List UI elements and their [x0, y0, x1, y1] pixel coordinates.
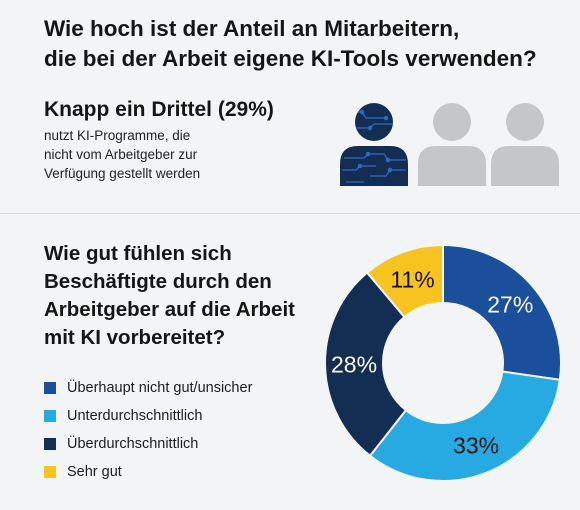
- stat-description-line: nutzt KI-Programme, die: [44, 128, 191, 143]
- slice-ueberdurchschnittlich: [324, 271, 408, 458]
- question-1-title: Wie hoch ist der Anteil an Mitarbeitern,…: [44, 14, 564, 74]
- legend-swatch: [44, 466, 56, 478]
- question-2-title: Wie gut fühlen sich Beschäftigte durch d…: [44, 240, 334, 352]
- person-icon: [418, 103, 486, 186]
- question-2-line: Beschäftigte durch den: [44, 270, 272, 293]
- data-label: 11%: [390, 266, 434, 292]
- stat-description-line: Verfügung gestellt werden: [44, 166, 201, 181]
- data-label: 27%: [487, 292, 533, 318]
- stat-headline: Knapp ein Drittel (29%): [44, 98, 274, 121]
- legend-label: Überdurchschnittlich: [67, 436, 199, 452]
- slice-unterdurchschnittlich: [368, 370, 561, 482]
- donut-chart: 27% 33% 28% 11%: [324, 243, 562, 482]
- question-1-line: die bei der Arbeit eigene KI-Tools verwe…: [44, 46, 537, 71]
- legend-label: Überhaupt nicht gut/unsicher: [67, 380, 253, 396]
- legend-swatch: [44, 382, 56, 394]
- legend-label: Sehr gut: [67, 464, 122, 480]
- legend-item: Überhaupt nicht gut/unsicher: [44, 374, 252, 402]
- stat-description: nutzt KI-Programme, die nicht vom Arbeit…: [44, 126, 284, 183]
- question-2-line: Arbeitgeber auf die Arbeit: [44, 298, 295, 321]
- slice-sehr-gut: [365, 243, 444, 319]
- chart-legend: Überhaupt nicht gut/unsicher Unterdurchs…: [44, 374, 252, 486]
- data-label: 28%: [331, 351, 377, 377]
- person-icon: [491, 103, 559, 186]
- question-2-line: mit KI vorbereitet?: [44, 326, 226, 349]
- stat-description-line: nicht vom Arbeitgeber zur: [44, 147, 198, 162]
- data-label: 33%: [453, 433, 499, 459]
- legend-label: Unterdurchschnittlich: [67, 408, 203, 424]
- question-2-line: Wie gut fühlen sich: [44, 242, 232, 265]
- legend-swatch: [44, 410, 56, 422]
- legend-item: Unterdurchschnittlich: [44, 402, 252, 430]
- legend-item: Sehr gut: [44, 458, 252, 486]
- person-highlighted-icon: [340, 103, 408, 186]
- slice-ueberhaupt-nicht-gut: [442, 243, 562, 381]
- legend-item: Überdurchschnittlich: [44, 430, 252, 458]
- section-divider: [0, 213, 580, 214]
- question-1-line: Wie hoch ist der Anteil an Mitarbeitern,: [44, 16, 460, 41]
- people-icons: [340, 103, 559, 186]
- legend-swatch: [44, 438, 56, 450]
